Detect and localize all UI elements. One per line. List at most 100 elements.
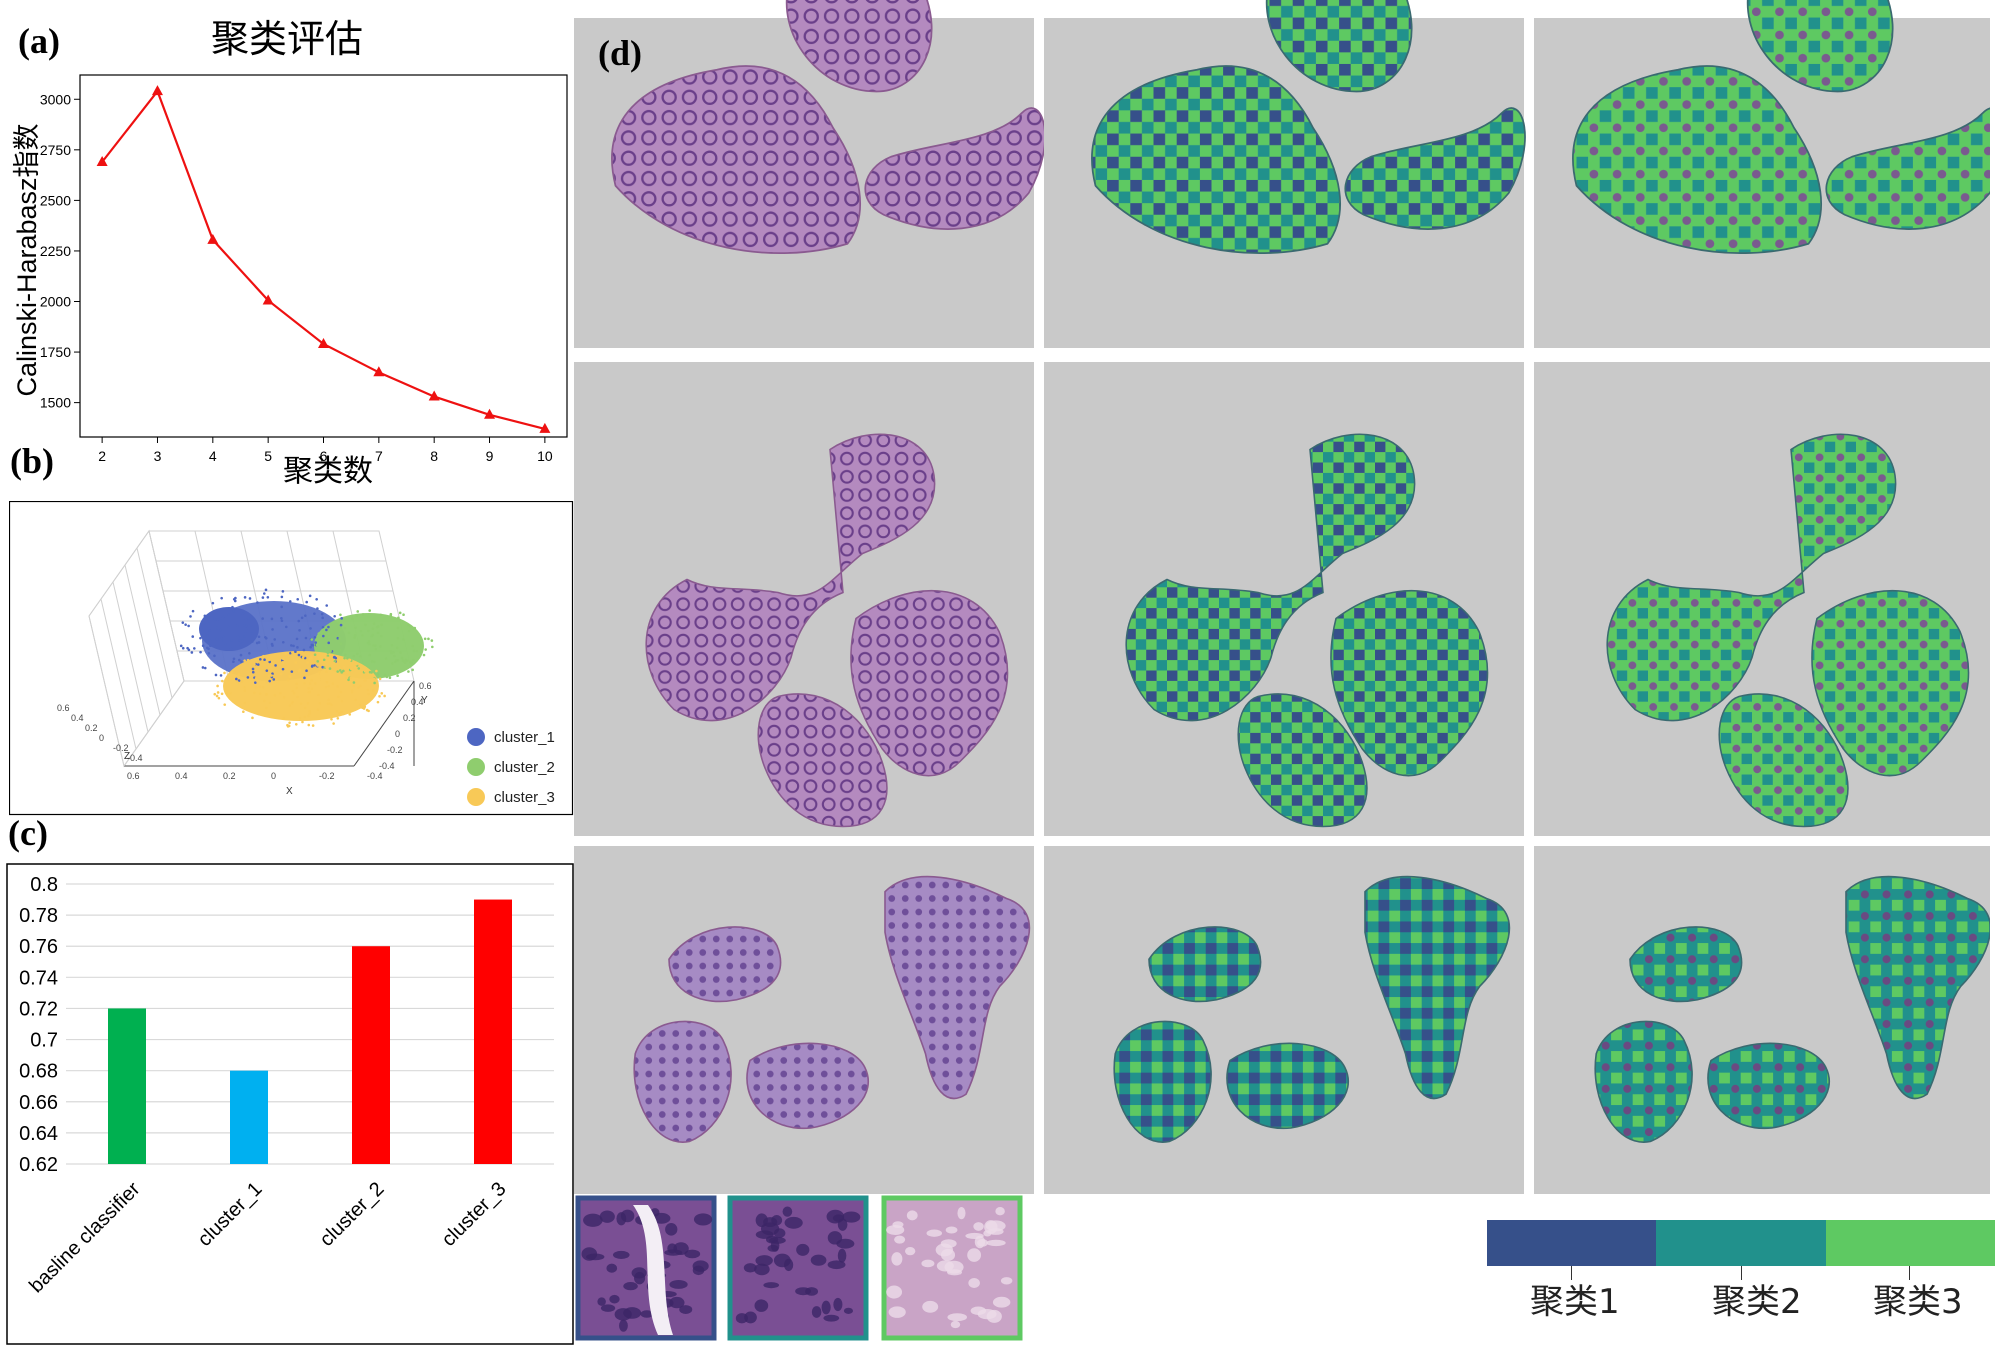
chart-c-ytick-label: 0.66 <box>19 1092 58 1114</box>
chart-b-point-cluster-3 <box>279 672 283 676</box>
zoom-patch-cell <box>619 1319 628 1332</box>
chart-b-point-cluster-1 <box>251 667 255 671</box>
zoom-patch-cell <box>922 1300 939 1313</box>
chart-b-point-cluster-3 <box>270 662 274 666</box>
zoom-patch-cell <box>810 1254 827 1266</box>
chart-c-gridlines <box>66 883 554 1165</box>
bar-chart-panel-c: 0.620.640.660.680.70.720.740.760.780.8 b… <box>6 863 574 1345</box>
chart-b-point-cluster-2 <box>327 635 331 639</box>
zoom-patch-cell <box>773 1253 791 1268</box>
chart-b-point-cluster-3 <box>372 677 376 681</box>
chart-b-point-cluster-3 <box>310 678 313 682</box>
zoom-patch-cell <box>599 1210 615 1223</box>
zoom-patch-cell <box>665 1223 678 1236</box>
chart-b-point-cluster-1 <box>255 641 259 645</box>
chart-b-point-cluster-3 <box>261 685 265 689</box>
chart-b-point-cluster-2 <box>338 669 342 672</box>
chart-b-point-cluster-2 <box>352 654 356 658</box>
chart-a-title: 聚类评估 <box>211 19 363 61</box>
zoom-patch-cell <box>623 1307 642 1319</box>
chart-b-point-cluster-2 <box>343 653 347 657</box>
zoom-patch-cell <box>837 1218 848 1231</box>
chart-b-point-cluster-2 <box>352 681 356 684</box>
chart-a-xtick-label: 9 <box>486 448 494 464</box>
chart-b-point-cluster-3 <box>327 657 330 660</box>
chart-b-point-cluster-1 <box>313 612 316 615</box>
chart-b-axis-y-label: Y <box>421 695 428 706</box>
chart-b-point-cluster-1 <box>220 636 223 640</box>
chart-b-point-cluster-3 <box>383 694 386 698</box>
chart-b-point-cluster-3 <box>310 657 313 660</box>
chart-b-point-cluster-3 <box>291 651 294 654</box>
chart-b-point-cluster-3 <box>253 662 256 666</box>
chart-b-point-cluster-3 <box>310 687 314 690</box>
chart-b-point-cluster-1 <box>243 631 247 635</box>
chart-b-point-cluster-3 <box>307 723 311 727</box>
chart-b-point-cluster-1 <box>313 664 316 667</box>
chart-b-point-cluster-1 <box>207 647 210 651</box>
chart-b-point-cluster-3 <box>349 676 353 680</box>
zoom-patch-cell <box>811 1306 822 1318</box>
chart-b-point-cluster-3 <box>236 681 239 684</box>
chart-b-point-cluster-3 <box>342 665 346 669</box>
chart-b-point-cluster-1 <box>214 645 217 649</box>
chart-b-point-cluster-2 <box>383 673 387 676</box>
chart-b-point-cluster-1 <box>311 664 314 668</box>
zoom-patch-cell <box>983 1230 992 1237</box>
legend-d-label-3: 聚类3 <box>1873 1282 1963 1322</box>
chart-b-point-cluster-3 <box>332 722 335 725</box>
chart-b-point-cluster-2 <box>325 649 328 653</box>
chart-b-point-cluster-3 <box>380 692 384 695</box>
zoom-patch-cell <box>970 1306 987 1316</box>
chart-b-point-cluster-2 <box>343 626 347 630</box>
chart-b-point-cluster-1 <box>206 634 209 637</box>
chart-b-point-cluster-1 <box>191 635 195 638</box>
chart-b-point-cluster-2 <box>373 660 376 664</box>
zoom-patch-cell <box>950 1320 961 1329</box>
legend-d-swatch-1 <box>1487 1220 1657 1266</box>
chart-b-point-cluster-3 <box>223 671 226 675</box>
chart-b-point-cluster-2 <box>430 639 434 642</box>
chart-b-point-cluster-1 <box>250 640 254 643</box>
chart-b-point-cluster-3 <box>326 702 330 705</box>
chart-b-point-cluster-2 <box>402 660 406 663</box>
chart-b-point-cluster-3 <box>275 677 279 681</box>
chart-b-point-cluster-1 <box>193 647 196 650</box>
chart-b-point-cluster-2 <box>328 667 332 670</box>
chart-b-point-cluster-1 <box>270 617 274 621</box>
chart-b-point-cluster-3 <box>344 676 348 679</box>
chart-b-point-cluster-2 <box>413 626 417 630</box>
chart-a-xtick-label: 4 <box>209 448 217 464</box>
zoom-patch-cell <box>679 1305 693 1314</box>
zoom-patch-cell <box>987 1228 1004 1235</box>
chart-b-point-cluster-2 <box>400 656 404 660</box>
chart-b-point-cluster-2 <box>423 637 427 641</box>
zoom-patch-cell <box>833 1297 843 1312</box>
chart-b-point-cluster-1 <box>261 617 264 620</box>
chart-b-point-cluster-1 <box>274 664 277 667</box>
chart-b-point-cluster-2 <box>367 640 371 643</box>
zoom-patch-cell <box>947 1313 968 1322</box>
chart-b-point-cluster-3 <box>294 722 298 726</box>
chart-b-point-cluster-3 <box>292 691 296 695</box>
chart-c-bar <box>474 899 512 1164</box>
chart-b-point-cluster-1 <box>251 670 255 674</box>
chart-b-point-cluster-1 <box>284 625 288 629</box>
chart-b-point-cluster-3 <box>299 702 303 705</box>
chart-b-point-cluster-3 <box>303 681 306 685</box>
tissue-grid-panel-d <box>574 0 1990 1341</box>
chart-b-point-cluster-3 <box>307 714 310 718</box>
chart-b-point-cluster-3 <box>359 684 362 688</box>
chart-b-point-cluster-1 <box>239 653 243 657</box>
chart-b-point-cluster-1 <box>304 636 308 640</box>
chart-b-point-cluster-3 <box>215 694 219 698</box>
chart-b-point-cluster-3 <box>318 701 322 705</box>
chart-b-point-cluster-1 <box>179 644 183 648</box>
chart-b-point-cluster-1 <box>321 665 324 669</box>
chart-b-point-cluster-1 <box>208 638 212 642</box>
chart-b-point-cluster-2 <box>396 637 400 640</box>
chart-c-bar <box>108 1008 146 1164</box>
zoom-patch-cell <box>600 1304 616 1312</box>
chart-a-xtick-label: 8 <box>430 448 438 464</box>
chart-b-point-cluster-2 <box>410 661 414 665</box>
